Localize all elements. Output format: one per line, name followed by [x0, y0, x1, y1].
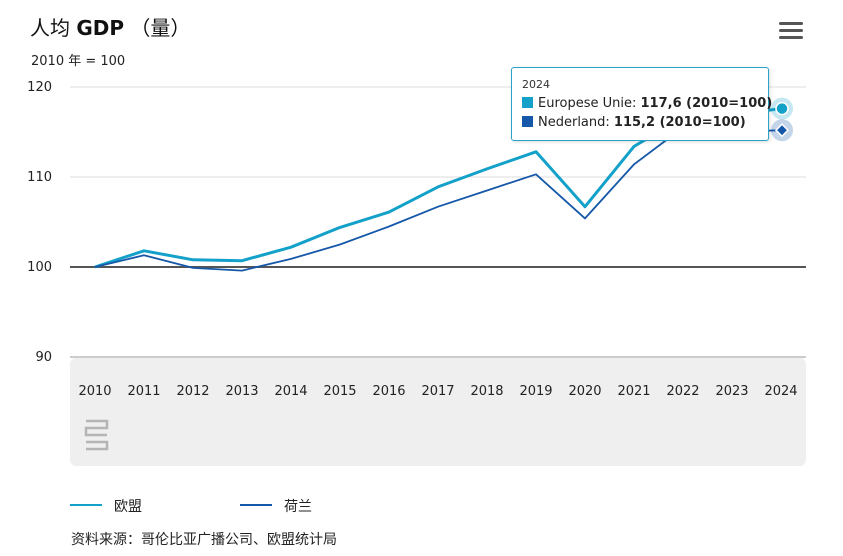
x-tick-label: 2018: [470, 384, 503, 399]
tooltip-row-nl: Nederland: 115,2 (2010=100): [522, 113, 768, 132]
tooltip-eu-label: Europese Unie:: [538, 96, 637, 111]
legend-line-eu: [70, 504, 102, 506]
tooltip-nl-label: Nederland:: [538, 115, 610, 130]
cbs-logo-icon: [84, 419, 109, 451]
x-tick-label: 2011: [127, 384, 160, 399]
x-axis-band: [70, 358, 806, 466]
title-part2: （量）: [130, 16, 191, 40]
series-line-nl[interactable]: [94, 126, 782, 272]
nl-swatch: [522, 116, 533, 127]
x-tick-label: 2012: [176, 384, 209, 399]
x-tick-label: 2016: [372, 384, 405, 399]
x-tick-label: 2017: [421, 384, 454, 399]
y-axis-ticks: 90 100 110 120: [27, 80, 52, 365]
chart-subtitle: 2010 年 = 100: [31, 54, 126, 69]
x-tick-label: 2013: [225, 384, 258, 399]
x-axis-ticks: 2010 2011 2012 2013 2014 2015 2016 2017 2018 2019…: [78, 384, 797, 399]
y-tick-label: 110: [27, 170, 52, 185]
tooltip-eu-value: 117,6 (2010=100): [640, 96, 773, 111]
legend-label-nl: 荷兰: [284, 499, 312, 515]
y-tick-label: 90: [35, 350, 52, 365]
x-tick-label: 2020: [568, 384, 601, 399]
tooltip-nl-value: 115,2 (2010=100): [613, 115, 746, 130]
legend-label-eu: 欧盟: [114, 499, 142, 515]
tooltip-year: 2024: [522, 78, 550, 91]
legend-line-nl: [240, 504, 272, 506]
chart-title: 人均 GDP （量）: [30, 12, 190, 41]
tooltip-row-eu: Europese Unie: 117,6 (2010=100): [522, 94, 772, 113]
eu-swatch: [522, 97, 533, 108]
marker-nl[interactable]: [774, 123, 790, 138]
series-markers: [771, 97, 793, 142]
x-tick-label: 2023: [715, 384, 748, 399]
x-tick-label: 2014: [274, 384, 307, 399]
x-tick-label: 2015: [323, 384, 356, 399]
x-tick-label: 2010: [78, 384, 111, 399]
marker-eu[interactable]: [775, 101, 789, 116]
y-tick-label: 100: [27, 260, 52, 275]
tooltip: 2024 Europese Unie: 117,6 (2010=100) Ned…: [511, 67, 772, 141]
y-tick-label: 120: [27, 80, 52, 95]
title-bold: GDP: [76, 16, 125, 40]
x-tick-label: 2019: [519, 384, 552, 399]
title-part1: 人均: [30, 16, 70, 40]
hamburger-menu-icon[interactable]: [779, 22, 803, 42]
x-tick-label: 2022: [666, 384, 699, 399]
x-tick-label: 2021: [617, 384, 650, 399]
x-tick-label: 2024: [764, 384, 797, 399]
source-note: 资料来源：哥伦比亚广播公司、欧盟统计局: [71, 532, 337, 548]
